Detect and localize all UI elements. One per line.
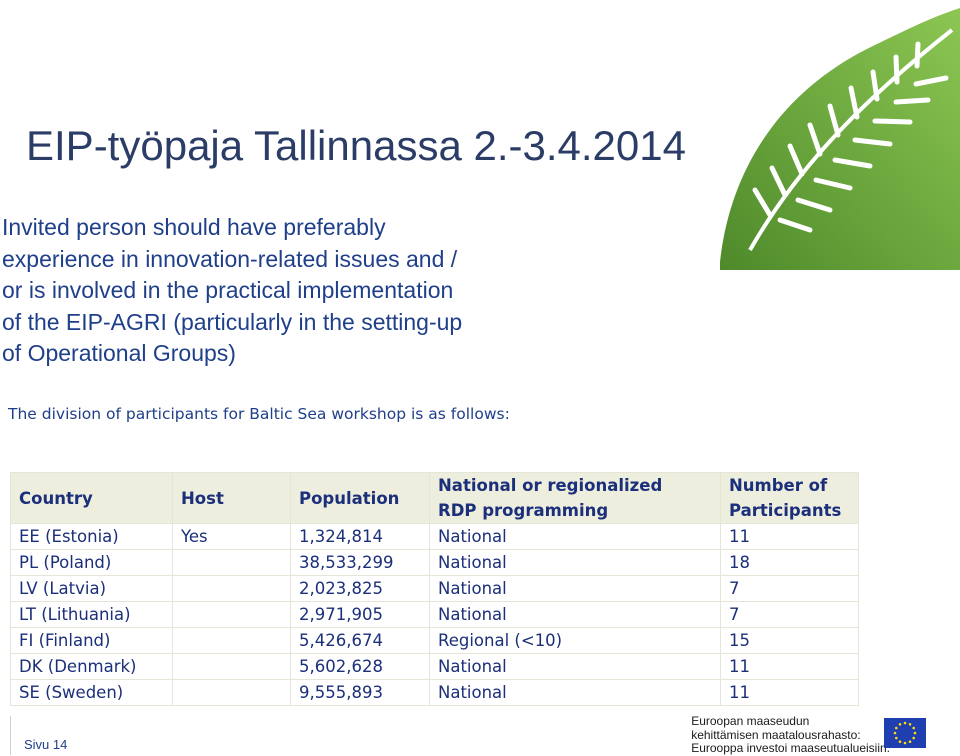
- cell-country: EE (Estonia): [10, 523, 173, 550]
- cell-participants: 11: [720, 523, 859, 550]
- table-header-row: Country Host Population National or regi…: [10, 472, 859, 524]
- cell-programming: National: [429, 575, 721, 602]
- cell-host: [172, 679, 291, 706]
- eu-text-line2: kehittämisen maatalousrahasto:: [691, 727, 861, 742]
- cell-host: [172, 575, 291, 602]
- slide-title: EIP-työpaja Tallinnassa 2.-3.4.2014: [26, 122, 686, 169]
- participants-table: Country Host Population National or regi…: [10, 472, 859, 706]
- participants-table-container: Country Host Population National or regi…: [10, 472, 859, 706]
- header-programming-line1: National or regionalized: [438, 476, 663, 495]
- cell-programming: Regional (<10): [429, 627, 721, 654]
- eu-flag-icon: [884, 718, 926, 748]
- header-population: Population: [290, 472, 430, 524]
- cell-programming: National: [429, 601, 721, 628]
- cell-participants: 18: [720, 549, 859, 576]
- body-paragraph: Invited person should have preferably ex…: [2, 214, 463, 366]
- header-country: Country: [10, 472, 173, 524]
- cell-population: 2,023,825: [290, 575, 430, 602]
- cell-host: Yes: [172, 523, 291, 550]
- leaf-decoration-icon: [720, 8, 960, 270]
- cell-participants: 11: [720, 653, 859, 680]
- table-row: LV (Latvia) 2,023,825 National 7: [10, 575, 859, 602]
- cell-country: FI (Finland): [10, 627, 173, 654]
- cell-programming: National: [429, 523, 721, 550]
- cell-host: [172, 653, 291, 680]
- table-row: DK (Denmark) 5,602,628 National 11: [10, 653, 859, 680]
- table-row: FI (Finland) 5,426,674 Regional (<10) 15: [10, 627, 859, 654]
- cell-participants: 11: [720, 679, 859, 706]
- page-number: Sivu 14: [24, 737, 68, 752]
- cell-host: [172, 549, 291, 576]
- table-row: EE (Estonia) Yes 1,324,814 National 11: [10, 523, 859, 550]
- cell-host: [172, 601, 291, 628]
- cell-participants: 7: [720, 575, 859, 602]
- header-programming: National or regionalized RDP programming: [429, 472, 721, 524]
- cell-population: 2,971,905: [290, 601, 430, 628]
- cell-programming: National: [429, 679, 721, 706]
- header-participants: Number of Participants: [720, 472, 859, 524]
- cell-host: [172, 627, 291, 654]
- header-participants-line2: Participants: [729, 501, 842, 520]
- cell-country: DK (Denmark): [10, 653, 173, 680]
- cell-programming: National: [429, 549, 721, 576]
- cell-population: 5,426,674: [290, 627, 430, 654]
- header-programming-line2: RDP programming: [438, 501, 609, 520]
- cell-participants: 7: [720, 601, 859, 628]
- eu-funding-text: Euroopan maaseudun kehittämisen maatalou…: [691, 714, 890, 756]
- table-row: LT (Lithuania) 2,971,905 National 7: [10, 601, 859, 628]
- header-participants-line1: Number of: [729, 476, 828, 495]
- cell-country: LV (Latvia): [10, 575, 173, 602]
- table-intro-text: The division of participants for Baltic …: [8, 405, 510, 423]
- cell-participants: 15: [720, 627, 859, 654]
- footer-divider: [0, 716, 11, 755]
- cell-population: 38,533,299: [290, 549, 430, 576]
- cell-country: LT (Lithuania): [10, 601, 173, 628]
- cell-country: SE (Sweden): [10, 679, 173, 706]
- cell-population: 9,555,893: [290, 679, 430, 706]
- table-row: PL (Poland) 38,533,299 National 18: [10, 549, 859, 576]
- cell-population: 5,602,628: [290, 653, 430, 680]
- header-host: Host: [172, 472, 291, 524]
- table-row: SE (Sweden) 9,555,893 National 11: [10, 679, 859, 706]
- cell-population: 1,324,814: [290, 523, 430, 550]
- cell-country: PL (Poland): [10, 549, 173, 576]
- cell-programming: National: [429, 653, 721, 680]
- eu-text-line1: Euroopan maaseudun: [691, 714, 810, 728]
- eu-text-line3: Eurooppa investoi maaseutualueisiin.: [691, 741, 890, 755]
